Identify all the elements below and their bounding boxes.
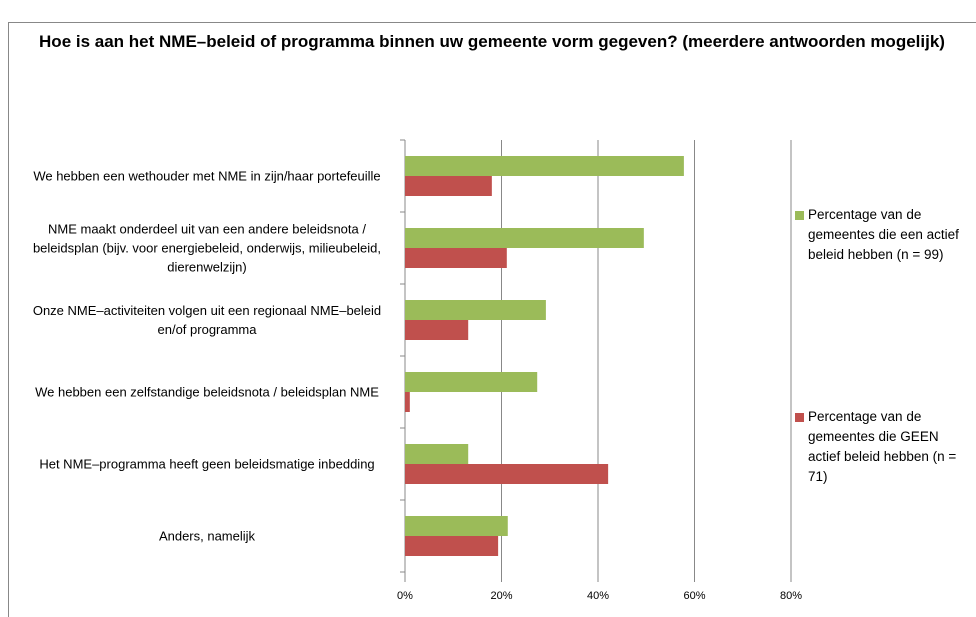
bar [405,392,410,412]
legend-label: Percentage van de gemeentes die een acti… [808,207,959,262]
x-tick-label: 80% [779,590,803,602]
category-label: We hebben een wethouder met NME in zijn/… [33,168,381,184]
bar [405,176,492,196]
bar [405,536,499,556]
x-tick-label: 20% [490,590,513,602]
x-tick-label: 40% [586,590,610,602]
x-tick-label: 0% [397,590,413,602]
legend-swatch [795,211,804,220]
category-label: We hebben een zelfstandige beleidsnota /… [35,384,379,400]
x-tick-label: 60% [683,590,706,602]
category-label: Het NME–programma heeft geen beleidsmati… [39,456,375,472]
category-label: NME maakt onderdeel uit van een andere b… [32,221,382,275]
chart-frame [8,22,976,617]
bar [405,320,469,340]
bar [405,228,644,248]
category-label: Onze NME–activiteiten volgen uit een reg… [32,303,382,337]
bar [405,248,507,268]
category-label: Anders, namelijk [158,528,256,544]
bar [405,464,609,484]
bar [405,516,508,536]
bar [405,444,469,464]
bar [405,372,538,392]
legend-swatch [795,413,804,422]
bar [405,156,684,176]
bar [405,300,546,320]
chart-title: Hoe is aan het NME–beleid of programma b… [39,32,945,51]
legend-label: Percentage van de gemeentes die GEEN act… [808,409,957,484]
